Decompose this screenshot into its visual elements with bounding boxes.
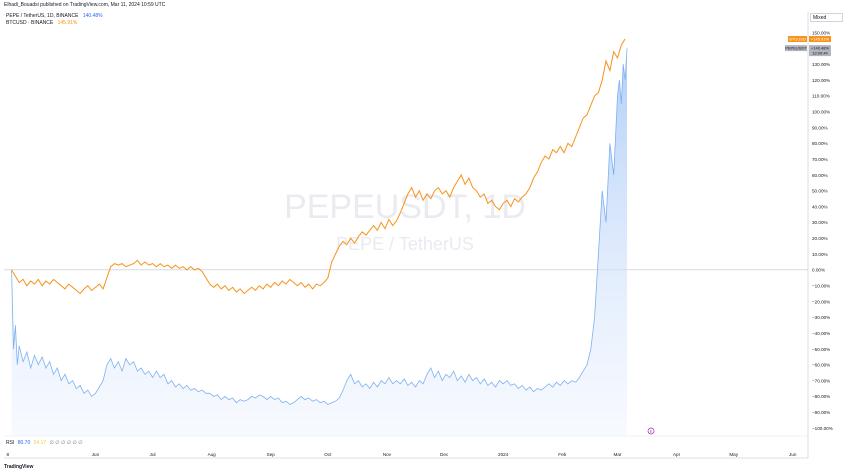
btc-series-line[interactable] xyxy=(11,38,626,295)
y-tick-label: 150.00% xyxy=(812,30,830,35)
x-tick-label: 2024 xyxy=(498,452,509,457)
y-tick-label: −80.00% xyxy=(812,394,830,399)
y-tick-label: −10.00% xyxy=(812,284,830,289)
publisher-line: Elhadi_Bouadsi published on TradingView.… xyxy=(4,2,166,8)
y-tick-label: 10.00% xyxy=(812,252,828,257)
pepe-symbol-tag xyxy=(785,45,807,52)
rsi-label: RSI xyxy=(6,440,15,446)
x-tick-label: 8 xyxy=(7,452,10,457)
y-tick-label: 80.00% xyxy=(812,141,828,146)
y-tick-label: 90.00% xyxy=(812,125,828,130)
y-tick-label: 120.00% xyxy=(812,78,830,83)
pepe-price-tag xyxy=(809,45,831,57)
pepe-price-tag-label: +140.48% xyxy=(811,46,830,51)
y-tick-label: 0.00% xyxy=(812,268,825,273)
x-tick-label: Feb xyxy=(558,452,566,457)
btc-symbol-tag-label: BTCUSD xyxy=(789,37,806,42)
x-tick-label: Mar xyxy=(614,452,622,457)
y-tick-label: 40.00% xyxy=(812,204,828,209)
y-tick-label: 30.00% xyxy=(812,220,828,225)
event-marker-label: E xyxy=(650,430,653,434)
legend-series-pepe-value: 140.48% xyxy=(82,13,103,19)
legend-series-pepe[interactable]: PEPE / TetherUS, 1D, BINANCE 140.48% xyxy=(6,13,103,20)
y-tick-label: −70.00% xyxy=(812,378,830,383)
rsi-params: ∅ ∅ ∅ ∅ ∅ ∅ xyxy=(49,440,83,446)
y-tick-label: −20.00% xyxy=(812,299,830,304)
event-marker-icon[interactable] xyxy=(647,427,655,435)
legend-series-btc-value: 145.91% xyxy=(57,20,78,26)
btc-price-tag xyxy=(809,36,831,43)
legend-series-btc[interactable]: BTCUSD · BINANCE 145.91% xyxy=(6,20,103,27)
tradingview-logo[interactable]: TradingView xyxy=(4,464,34,470)
scale-mode-button[interactable]: Mixed xyxy=(810,13,843,22)
x-tick-label: Dec xyxy=(440,452,449,457)
y-tick-label: −100.00% xyxy=(812,426,833,431)
x-tick-label: Jun xyxy=(789,452,797,457)
y-tick-label: −40.00% xyxy=(812,331,830,336)
x-tick-label: Aug xyxy=(208,452,217,457)
btc-symbol-tag xyxy=(788,36,807,43)
y-tick-label: 60.00% xyxy=(812,173,828,178)
chart-legend: PEPE / TetherUS, 1D, BINANCE 140.48% BTC… xyxy=(6,13,103,27)
watermark-name: PEPE / TetherUS xyxy=(336,234,474,254)
y-tick-label: 100.00% xyxy=(812,109,830,114)
x-tick-label: May xyxy=(729,452,738,457)
y-tick-label: 70.00% xyxy=(812,157,828,162)
rsi-value-1: 80.70 xyxy=(17,440,31,446)
legend-series-pepe-label: PEPE / TetherUS, 1D, BINANCE xyxy=(6,13,79,19)
watermark-symbol: PEPEUSDT, 1D xyxy=(284,188,526,226)
x-tick-label: Jul xyxy=(150,452,156,457)
legend-series-btc-label: BTCUSD · BINANCE xyxy=(6,20,54,26)
btc-price-tag-label: +145.91% xyxy=(811,37,830,42)
x-tick-label: Oct xyxy=(324,452,332,457)
rsi-value-2: 54.17 xyxy=(33,440,47,446)
y-tick-label: −30.00% xyxy=(812,315,830,320)
y-tick-label: −90.00% xyxy=(812,410,830,415)
y-tick-label: 50.00% xyxy=(812,189,828,194)
y-tick-label: 130.00% xyxy=(812,62,830,67)
x-tick-label: Jun xyxy=(92,452,100,457)
x-tick-label: Nov xyxy=(383,452,392,457)
pepe-area-fill xyxy=(11,48,628,437)
y-tick-label: −60.00% xyxy=(812,363,830,368)
x-tick-label: Apr xyxy=(673,452,681,457)
pepe-series-line[interactable] xyxy=(11,48,628,405)
pepe-symbol-tag-label: PEPEUSDT xyxy=(785,46,807,51)
pepe-countdown-label: 13:00:44 xyxy=(812,51,828,56)
y-tick-label: 110.00% xyxy=(812,94,830,99)
y-tick-label: 20.00% xyxy=(812,236,828,241)
x-tick-label: Sep xyxy=(267,452,276,457)
y-tick-label: −50.00% xyxy=(812,347,830,352)
rsi-legend[interactable]: RSI 80.70 54.17 ∅ ∅ ∅ ∅ ∅ ∅ xyxy=(6,440,83,446)
